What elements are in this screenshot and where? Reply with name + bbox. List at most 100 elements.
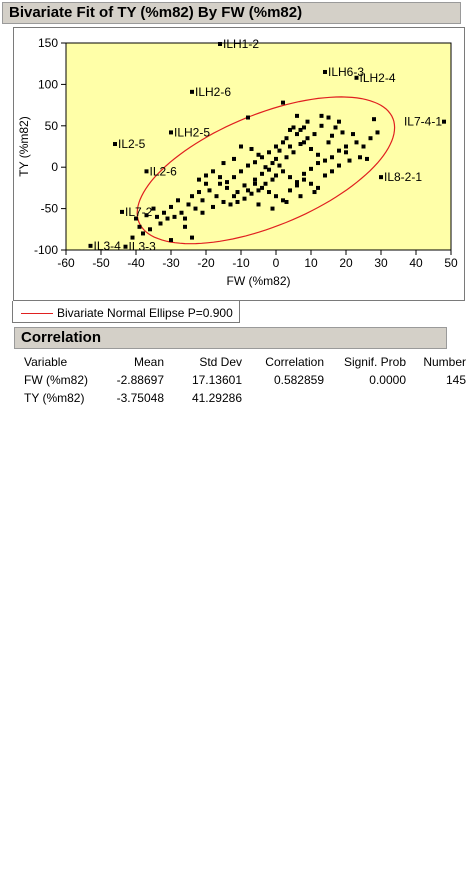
data-point xyxy=(323,158,327,163)
data-point xyxy=(309,166,313,171)
data-point xyxy=(267,167,271,172)
data-point xyxy=(281,140,285,145)
cell-correlation: 0.582859 xyxy=(273,373,324,387)
data-point xyxy=(277,163,282,168)
data-point xyxy=(312,132,317,137)
x-tick-label: 0 xyxy=(273,256,280,270)
data-point xyxy=(274,173,278,178)
data-point xyxy=(232,194,236,199)
cell-mean: -2.88697 xyxy=(116,373,164,387)
fit-title: Bivariate Fit of TY (%m82) By FW (%m82) xyxy=(9,4,303,21)
data-point xyxy=(326,140,331,145)
data-point xyxy=(281,169,285,174)
point-label: IL8-2-1 xyxy=(384,170,422,184)
data-point xyxy=(281,100,285,105)
x-tick-label: 50 xyxy=(444,256,458,270)
correlation-header-row: Variable Mean Std Dev Correlation Signif… xyxy=(24,353,466,371)
data-point xyxy=(242,183,247,188)
data-point xyxy=(218,42,222,46)
data-point xyxy=(204,181,208,186)
data-point xyxy=(263,181,268,186)
data-point xyxy=(379,175,383,180)
data-point xyxy=(330,169,334,174)
data-point xyxy=(242,196,247,201)
data-point xyxy=(134,216,138,221)
data-point xyxy=(284,155,289,160)
data-point xyxy=(190,89,194,94)
cell-number: 145 xyxy=(445,373,466,387)
legend-label: Bivariate Normal Ellipse P=0.900 xyxy=(57,306,233,320)
data-point xyxy=(372,117,376,122)
scatter-chart[interactable]: -60 -50 -40 -30 -20 -10 0 10 20 30 40 50-100-500501… xyxy=(14,28,464,300)
data-point xyxy=(172,214,177,219)
cell-signif-prob: 0.0000 xyxy=(369,373,406,387)
bivariate-ellipse xyxy=(136,96,396,245)
data-point xyxy=(302,140,306,145)
data-point xyxy=(221,199,226,204)
x-tick-label: 20 xyxy=(339,256,353,270)
point-label: ILH6-3 xyxy=(328,65,364,79)
data-point xyxy=(225,180,229,185)
y-axis-label: TY (%m82) xyxy=(17,116,31,176)
data-point xyxy=(354,75,359,80)
col-header-number: Number xyxy=(423,355,466,369)
data-point xyxy=(235,199,240,204)
data-point xyxy=(337,163,341,168)
point-label: IL7-2 xyxy=(125,205,153,219)
data-point xyxy=(169,204,173,209)
y-tick-label: -100 xyxy=(34,243,58,257)
x-tick-label: -20 xyxy=(197,256,215,270)
data-point xyxy=(260,171,264,176)
data-point xyxy=(288,144,292,149)
correlation-title-bar[interactable]: Correlation xyxy=(14,327,447,349)
data-point xyxy=(239,169,243,174)
data-point xyxy=(183,224,187,229)
data-point xyxy=(295,180,299,185)
data-point xyxy=(302,171,306,176)
data-point xyxy=(277,148,282,153)
fit-title-bar[interactable]: Bivariate Fit of TY (%m82) By FW (%m82) xyxy=(2,2,461,24)
data-point xyxy=(347,158,352,163)
y-tick-label: 100 xyxy=(38,77,58,91)
data-point xyxy=(130,235,135,240)
data-point xyxy=(291,150,296,155)
point-label: IL2-6 xyxy=(150,164,178,178)
data-point xyxy=(288,175,292,180)
x-axis-label: FW (%m82) xyxy=(227,274,291,288)
data-point xyxy=(361,144,366,149)
data-point xyxy=(337,119,341,124)
data-point xyxy=(246,188,250,193)
data-point xyxy=(186,202,191,207)
data-point xyxy=(288,188,292,193)
x-tick-label: 30 xyxy=(374,256,388,270)
data-point xyxy=(256,202,261,207)
data-point xyxy=(291,125,296,130)
data-point xyxy=(316,161,320,166)
data-point xyxy=(235,190,240,195)
data-point xyxy=(211,204,215,209)
y-tick-label: 150 xyxy=(38,36,58,50)
data-point xyxy=(190,235,194,240)
data-point xyxy=(309,146,313,151)
cell-variable: TY (%m82) xyxy=(24,391,85,405)
data-point xyxy=(197,177,201,182)
data-point xyxy=(337,148,341,153)
y-tick-label: 0 xyxy=(51,160,58,174)
data-point xyxy=(155,214,159,219)
data-point xyxy=(225,185,229,190)
data-point xyxy=(221,161,226,166)
data-point xyxy=(358,155,362,160)
data-point xyxy=(239,144,243,149)
data-point xyxy=(312,190,317,195)
data-point xyxy=(137,224,142,229)
data-point xyxy=(169,238,173,243)
data-point xyxy=(179,210,184,215)
data-point xyxy=(267,190,271,195)
data-point xyxy=(442,119,446,124)
data-point xyxy=(333,125,338,130)
data-point xyxy=(260,185,264,190)
x-tick-label: 10 xyxy=(304,256,318,270)
data-point xyxy=(211,169,215,174)
data-point xyxy=(298,194,303,199)
data-point xyxy=(162,210,166,215)
